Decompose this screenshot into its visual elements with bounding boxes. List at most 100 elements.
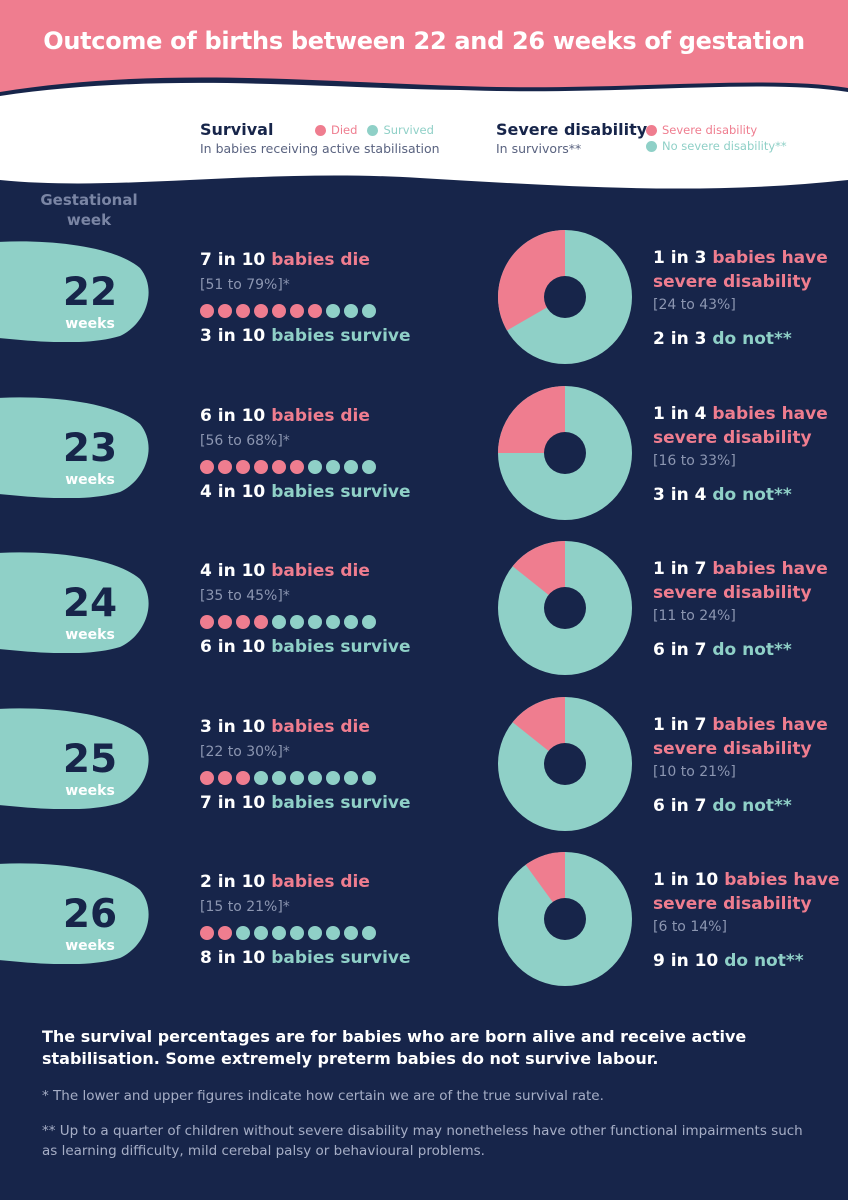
not-disabled-count: 2 in 3	[653, 329, 707, 349]
severe-disability-slice	[512, 696, 565, 764]
week-unit: weeks	[65, 316, 115, 332]
not-disabled-text: do not**	[712, 795, 792, 816]
disability-text: babies have severe disability	[653, 714, 828, 759]
none-swatch	[646, 140, 657, 152]
week-blob	[0, 552, 149, 653]
week-unit: weeks	[65, 782, 115, 799]
survived-dot	[344, 304, 358, 318]
survived-dot	[326, 770, 340, 785]
disability-line: 1 in 4 babies have severe disability	[653, 402, 843, 450]
not-disabled-line: 9 in 10 do not**	[653, 951, 804, 971]
died-dot	[200, 926, 214, 940]
died-dot	[254, 304, 268, 318]
legend-survival-sub: In babies receiving active stabilisation	[200, 141, 440, 156]
died-dot	[236, 770, 250, 785]
donut-hole	[544, 276, 586, 318]
died-dot	[290, 304, 304, 318]
disability-text: babies have severe disability	[653, 559, 828, 603]
died-dot	[218, 770, 232, 785]
severe-disability-slice	[512, 541, 565, 608]
die-range: [15 to 21%]*	[200, 899, 290, 915]
survive-text: babies survive	[271, 326, 411, 346]
disability-count: 1 in 4	[653, 403, 707, 424]
not-disabled-text: do not**	[724, 951, 804, 971]
donut-hole	[544, 742, 586, 785]
die-text: babies die	[271, 405, 370, 426]
legend-survived: Survived	[367, 123, 434, 137]
disability-count: 1 in 3	[653, 248, 707, 268]
died-dot	[200, 770, 214, 785]
legend-severe: Severe disability	[646, 123, 787, 137]
disability-count: 1 in 7	[653, 559, 707, 579]
week-blob	[0, 707, 149, 809]
legend-survival-heading: Survival	[200, 120, 274, 139]
survived-dot	[308, 459, 322, 474]
died-dot	[272, 304, 286, 318]
survived-dot	[254, 770, 268, 785]
die-text: babies die	[271, 716, 370, 737]
legend-band	[0, 82, 848, 189]
not-disabled-text: do not**	[712, 329, 792, 349]
died-dot	[254, 459, 268, 474]
die-line: 6 in 10 babies die	[200, 406, 370, 426]
survive-line: 8 in 10 babies survive	[200, 948, 411, 968]
legend-none: No severe disability**	[646, 139, 787, 153]
died-dot	[254, 615, 268, 629]
title-banner	[0, 0, 848, 92]
die-range: [35 to 45%]*	[200, 588, 290, 604]
disability-donut	[498, 230, 632, 364]
survived-dot	[308, 615, 322, 629]
died-dot	[200, 615, 214, 629]
not-disabled-text: do not**	[712, 484, 792, 505]
survived-dot	[290, 770, 304, 785]
outcome-dots	[200, 304, 376, 318]
survived-dot	[272, 770, 286, 785]
note-footnote-2: ** Up to a quarter of children without s…	[42, 1123, 803, 1159]
week-unit: weeks	[65, 938, 115, 954]
severe-disability-slice	[498, 385, 565, 453]
legend-none-label: No severe disability**	[662, 139, 787, 153]
survive-text: babies survive	[271, 792, 411, 813]
die-text: babies die	[271, 561, 370, 581]
died-dot	[218, 459, 232, 474]
severe-swatch	[646, 124, 657, 136]
survived-dot	[326, 926, 340, 940]
disability-range: [16 to 33%]	[653, 452, 736, 469]
survived-dot	[254, 926, 268, 940]
survived-dot	[362, 926, 376, 940]
died-dot	[218, 926, 232, 940]
survived-dot	[344, 459, 358, 474]
not-disabled-text: do not**	[712, 640, 792, 660]
survive-count: 3 in 10	[200, 326, 266, 346]
outcome-dots	[200, 770, 376, 785]
legend-disability-heading: Severe disability	[496, 120, 648, 139]
survived-dot	[326, 304, 340, 318]
died-dot	[272, 459, 286, 474]
disability-donut	[498, 385, 632, 520]
die-text: babies die	[271, 250, 370, 270]
die-line: 7 in 10 babies die	[200, 250, 370, 270]
die-range: [51 to 79%]*	[200, 277, 290, 293]
week-number: 24	[62, 581, 118, 626]
not-disabled-count: 9 in 10	[653, 951, 719, 971]
survived-dot	[290, 615, 304, 629]
disability-text: babies have severe disability	[653, 248, 828, 292]
not-disabled-count: 3 in 4	[653, 484, 707, 505]
survive-count: 4 in 10	[200, 481, 266, 502]
legend-died-label: Died	[331, 123, 358, 137]
disability-line: 1 in 10 babies have severe disability	[653, 868, 843, 916]
survived-dot	[362, 770, 376, 785]
survived-dot	[326, 459, 340, 474]
die-line: 4 in 10 babies die	[200, 561, 370, 581]
survive-text: babies survive	[271, 948, 411, 968]
survived-dot	[272, 615, 286, 629]
week-unit: weeks	[65, 627, 115, 643]
died-dot	[236, 459, 250, 474]
disability-range: [11 to 24%]	[653, 608, 736, 624]
disability-donut	[498, 541, 632, 675]
disability-line: 1 in 7 babies have severe disability	[653, 557, 843, 605]
died-dot	[218, 304, 232, 318]
survived-swatch	[367, 124, 379, 136]
survived-dot	[344, 926, 358, 940]
note-main: The survival percentages are for babies …	[42, 1027, 747, 1068]
